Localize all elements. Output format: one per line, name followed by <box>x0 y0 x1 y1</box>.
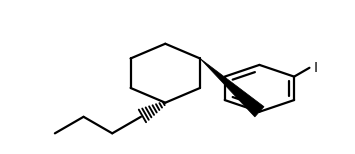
Polygon shape <box>200 59 264 117</box>
Text: I: I <box>313 61 317 75</box>
